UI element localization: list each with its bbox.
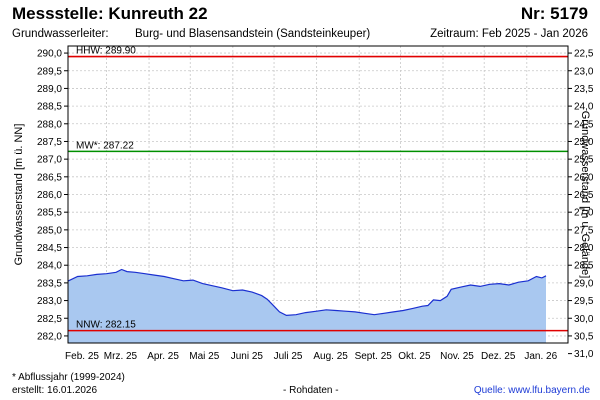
aquifer-label: Grundwasserleiter:: [12, 28, 109, 40]
y-tick-label-right: 24,5: [574, 119, 594, 130]
y-tick-label-left: 284,0: [37, 261, 62, 272]
water-level-line: [67, 268, 547, 317]
x-tick-label: Apr. 25: [147, 351, 179, 362]
x-tick-label: Sept. 25: [355, 351, 393, 362]
y-tick-label-right: 27,5: [574, 225, 594, 236]
reference-line-label: HHW: 289.90: [76, 46, 136, 57]
x-tick-label: Juni 25: [231, 351, 264, 362]
y-tick-label-right: 29,0: [574, 278, 594, 289]
station-title: Messstelle: Kunreuth 22: [12, 4, 208, 23]
aquifer-value: Burg- und Blasensandstein (Sandsteinkeup…: [135, 28, 371, 40]
y-axis-label-right: Grundwasserstand [m u. Gelände]: [579, 111, 591, 279]
y-tick-label-right: 26,5: [574, 190, 594, 201]
x-tick-label: Juli 25: [274, 351, 303, 362]
y-tick-label-left: 288,5: [37, 102, 62, 113]
x-tick-label: Mai 25: [189, 351, 219, 362]
y-tick-label-left: 285,5: [37, 208, 62, 219]
raw-data-note: - Rohdaten -: [283, 385, 339, 396]
y-tick-label-right: 30,5: [574, 331, 594, 342]
y-tick-label-right: 30,0: [574, 314, 594, 325]
source-link[interactable]: Quelle: www.lfu.bayern.de: [473, 385, 590, 396]
x-tick-label: Okt. 25: [398, 351, 431, 362]
y-tick-label-left: 289,5: [37, 66, 62, 77]
y-tick-label-right: 25,5: [574, 155, 594, 166]
y-axis-label-left: Grundwasserstand [m ü. NN]: [13, 124, 25, 266]
y-tick-label-right: 23,5: [574, 84, 594, 95]
y-tick-label-right: 31,0: [574, 349, 594, 360]
footnote: * Abflussjahr (1999-2024): [12, 372, 125, 383]
x-tick-label: Nov. 25: [440, 351, 474, 362]
y-tick-label-left: 284,5: [37, 243, 62, 254]
y-tick-label-right: 22,5: [574, 49, 594, 60]
y-tick-label-right: 29,5: [574, 296, 594, 307]
reference-line-label: MW*: 287.22: [76, 140, 134, 151]
y-tick-label-left: 286,5: [37, 172, 62, 183]
y-tick-label-left: 287,0: [37, 155, 62, 166]
x-tick-label: Feb. 25: [65, 351, 99, 362]
y-tick-label-right: 26,0: [574, 172, 594, 183]
y-tick-label-left: 283,5: [37, 278, 62, 289]
y-tick-label-left: 285,0: [37, 225, 62, 236]
y-tick-label-left: 282,5: [37, 314, 62, 325]
y-tick-label-left: 290,0: [37, 49, 62, 60]
period-label: Zeitraum: Feb 2025 - Jan 2026: [430, 28, 588, 40]
y-tick-label-right: 28,0: [574, 243, 594, 254]
y-tick-label-left: 286,0: [37, 190, 62, 201]
y-tick-label-left: 289,0: [37, 84, 62, 95]
y-tick-label-right: 27,0: [574, 208, 594, 219]
y-tick-label-right: 28,5: [574, 261, 594, 272]
y-tick-label-left: 282,0: [37, 331, 62, 342]
y-tick-label-right: 24,0: [574, 102, 594, 113]
created-date: erstellt: 16.01.2026: [12, 385, 98, 396]
x-tick-label: Dez. 25: [481, 351, 516, 362]
y-tick-label-left: 283,0: [37, 296, 62, 307]
x-tick-label: Jan. 26: [524, 351, 557, 362]
y-tick-label-right: 23,0: [574, 66, 594, 77]
x-tick-label: Mrz. 25: [104, 351, 138, 362]
water-level-area: [68, 269, 546, 343]
x-tick-label: Aug. 25: [313, 351, 348, 362]
reference-line-label: NNW: 282.15: [76, 320, 136, 331]
station-number: Nr: 5179: [520, 4, 588, 23]
y-tick-label-left: 287,5: [37, 137, 62, 148]
y-tick-label-left: 288,0: [37, 119, 62, 130]
y-tick-label-right: 25,0: [574, 137, 594, 148]
